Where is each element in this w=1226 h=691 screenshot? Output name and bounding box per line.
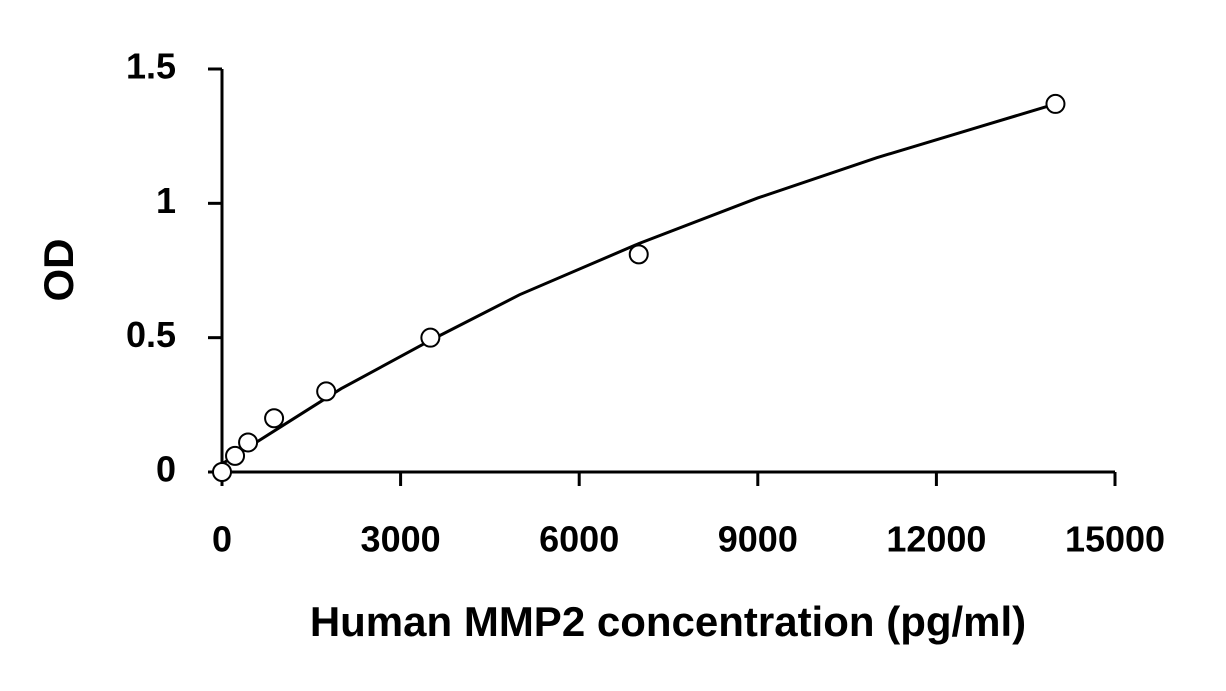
data-point xyxy=(628,244,649,265)
data-point xyxy=(238,432,259,453)
x-tick-label: 12000 xyxy=(886,519,986,560)
x-tick-label: 6000 xyxy=(539,519,619,560)
x-tick-label: 3000 xyxy=(361,519,441,560)
data-point xyxy=(264,408,285,429)
data-point xyxy=(212,462,232,482)
data-point xyxy=(225,445,246,466)
y-axis-title: OD xyxy=(35,239,82,302)
fit-curve xyxy=(221,102,1056,466)
y-tick-label: 1.5 xyxy=(126,46,176,87)
y-tick-label: 0.5 xyxy=(126,314,176,355)
data-point xyxy=(1045,93,1066,114)
data-point xyxy=(316,381,337,402)
y-tick-label: 0 xyxy=(156,449,176,490)
x-axis-title: Human MMP2 concentration (pg/ml) xyxy=(310,598,1026,645)
y-tick-label: 1 xyxy=(156,180,176,221)
x-tick-label: 15000 xyxy=(1065,519,1165,560)
x-tick-label: 9000 xyxy=(718,519,798,560)
data-point xyxy=(420,327,441,348)
x-tick-label: 0 xyxy=(212,519,232,560)
